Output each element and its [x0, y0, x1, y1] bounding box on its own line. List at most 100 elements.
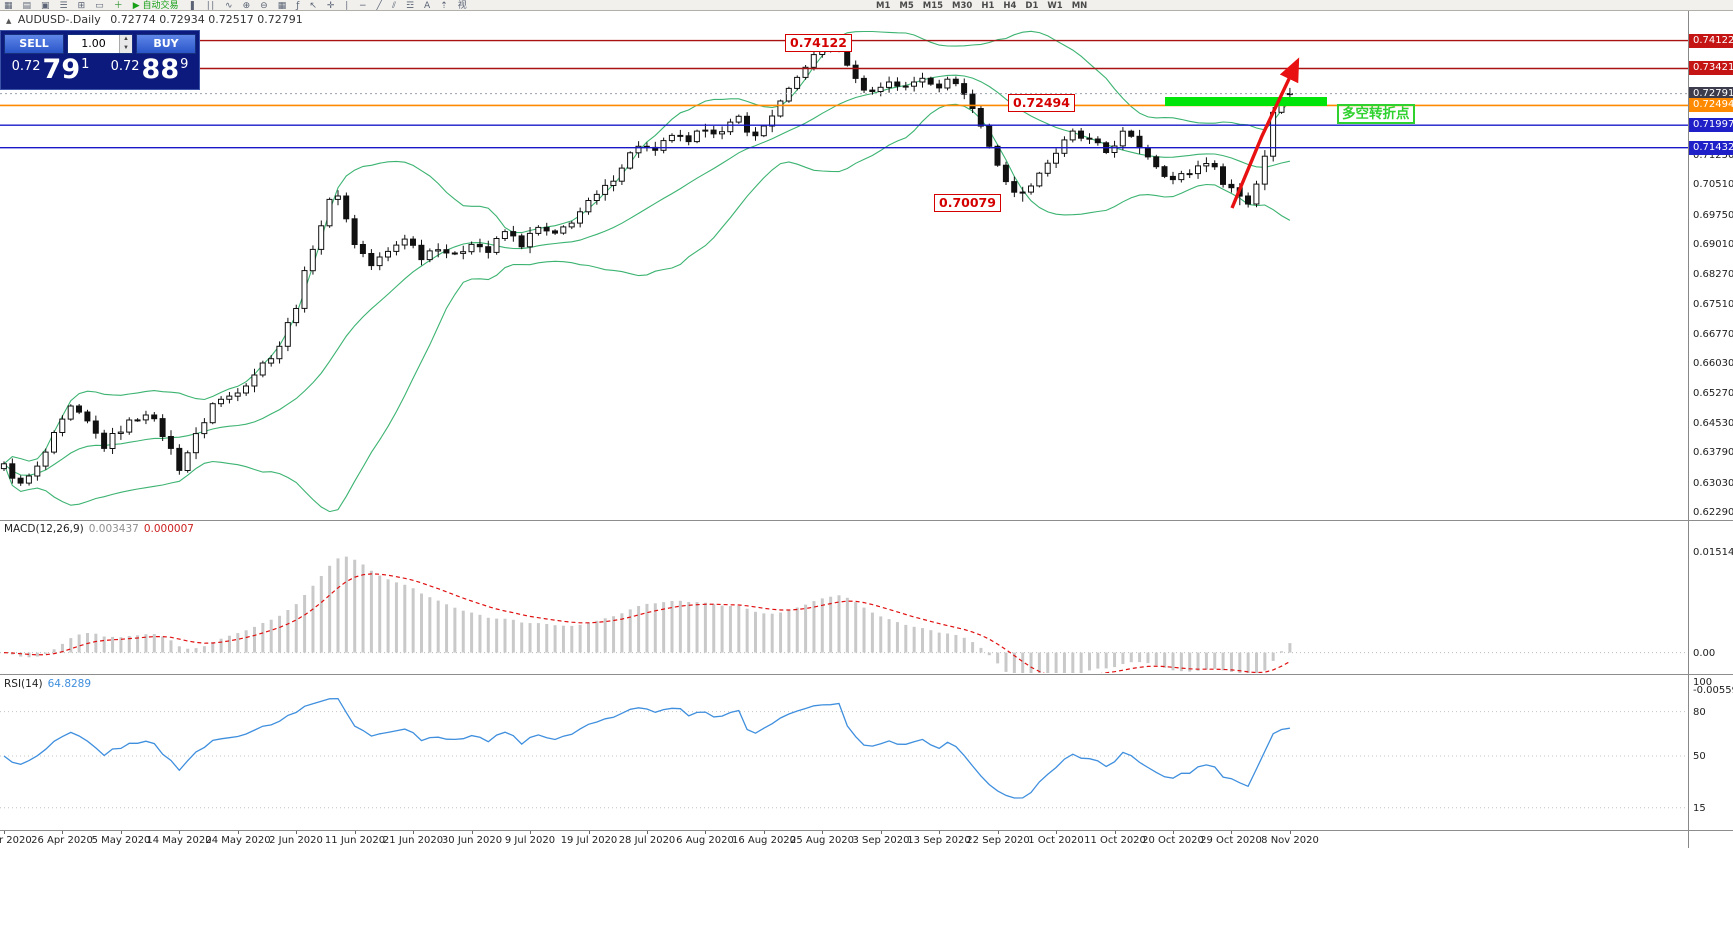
time-tick	[62, 831, 63, 834]
price-scale-label: 0.67510	[1693, 299, 1733, 310]
date-label: 3 Sep 2020	[852, 835, 910, 846]
date-label: 1 Oct 2020	[1028, 835, 1084, 846]
zoom-in-icon[interactable]: ⊕	[242, 1, 251, 11]
timeframe-d1-button[interactable]: D1	[1025, 1, 1039, 11]
macd-main-value: 0.003437	[88, 523, 139, 535]
chart-plot-area[interactable]	[0, 0, 1688, 852]
navigator-icon[interactable]: ⊞	[77, 1, 86, 11]
text-label-icon[interactable]: A	[424, 1, 431, 11]
new-chart-icon[interactable]: ＋	[113, 1, 123, 11]
volume-value[interactable]: 1.00	[81, 37, 106, 50]
date-label: 28 Jul 2020	[618, 835, 676, 846]
timeframe-h1-button[interactable]: H1	[981, 1, 995, 11]
timeframe-m5-button[interactable]: M5	[899, 1, 914, 11]
rsi-scale-label: 15	[1693, 803, 1706, 814]
macd-panel-separator[interactable]	[0, 520, 1733, 521]
symbol-marker-icon: ▲	[6, 17, 12, 25]
terminal-icon[interactable]: ▭	[95, 1, 104, 11]
bollinger-lower	[3, 103, 1291, 513]
rsi-indicator-label: RSI(14) 64.8289	[4, 678, 91, 690]
bar-style-icon[interactable]: ∣∣	[206, 1, 216, 11]
horizontal-line-icon[interactable]: −	[358, 1, 367, 11]
fibonacci-icon[interactable]: ☲	[405, 1, 415, 11]
date-label: 24 May 2020	[205, 835, 271, 846]
view-icon[interactable]: 视	[457, 1, 467, 11]
cursor-icon[interactable]: ↖	[309, 1, 317, 11]
vertical-line-icon[interactable]: ∣	[344, 1, 349, 11]
autotrade-button[interactable]: ▶ 自动交易	[132, 1, 179, 11]
support-zone	[1165, 97, 1327, 106]
buy-price-prefix: 0.72	[110, 59, 140, 74]
macd-scale-label: 0.015142	[1693, 547, 1733, 558]
price-callout-label[interactable]: 0.72494	[1008, 94, 1075, 112]
macd-signal-line	[3, 573, 1291, 673]
sell-button[interactable]: SELL	[4, 34, 64, 54]
price-callout-label[interactable]: 0.74122	[785, 34, 852, 52]
macd-scale-label: -0.005595	[1693, 685, 1733, 696]
date-label: 26 Apr 2020	[31, 835, 93, 846]
time-tick	[355, 831, 356, 834]
price-scale-label: 0.66030	[1693, 358, 1733, 369]
axis-separator	[0, 830, 1733, 831]
time-tick	[647, 831, 648, 834]
macd-panel	[0, 556, 1688, 673]
tile-windows-icon[interactable]: ▦	[277, 1, 287, 11]
price-scale[interactable]: 0.71250 0.70510 0.69750 0.69010 0.68270 0.675…	[1688, 10, 1733, 848]
date-label: 9 Jul 2020	[504, 835, 556, 846]
rsi-panel	[0, 697, 1688, 809]
date-label: 11 Jun 2020	[324, 835, 386, 846]
indicators-icon[interactable]: ƒ	[296, 1, 300, 11]
profiles-icon[interactable]: ▣	[41, 1, 50, 11]
line-style-icon[interactable]: ∿	[225, 1, 233, 11]
time-tick	[1173, 831, 1174, 834]
timeframe-m1-button[interactable]: M1	[876, 1, 891, 11]
rsi-value: 64.8289	[47, 678, 92, 690]
market-watch-icon[interactable]: ☰	[59, 1, 68, 11]
time-tick	[998, 831, 999, 834]
time-tick	[822, 831, 823, 834]
zoom-out-icon[interactable]: ⊖	[260, 1, 268, 11]
trendline-icon[interactable]: ╱	[376, 1, 382, 11]
rsi-name: RSI(14)	[4, 678, 43, 690]
crosshair-icon[interactable]: ✛	[326, 1, 335, 11]
date-label: 11 Oct 2020	[1084, 835, 1146, 846]
price-scale-label: 0.66770	[1693, 329, 1733, 340]
turning-point-label[interactable]: 多空转折点	[1337, 104, 1415, 124]
channel-icon[interactable]: ⫽	[391, 1, 396, 11]
buy-price-display[interactable]: 0.72 88 9	[100, 54, 199, 87]
bollinger-upper	[3, 30, 1291, 465]
time-tick	[530, 831, 531, 834]
volume-increase-button[interactable]: ▲	[120, 35, 132, 44]
volume-input[interactable]: 1.00 ▲ ▼	[67, 34, 133, 54]
price-callout-label[interactable]: 0.70079	[934, 194, 1001, 212]
timeframe-w1-button[interactable]: W1	[1047, 1, 1063, 11]
candles-style-icon[interactable]: ❚	[188, 1, 197, 11]
date-label: 13 Sep 2020	[907, 835, 971, 846]
rsi-panel-separator[interactable]	[0, 674, 1733, 675]
level-lines	[0, 39, 1688, 149]
price-scale-label: 0.63030	[1693, 478, 1733, 489]
sell-price-point: 1	[81, 57, 90, 72]
date-label: 6 Apr 2020	[0, 835, 32, 846]
sell-price-display[interactable]: 0.72 79 1	[1, 54, 100, 87]
timeframe-m30-button[interactable]: M30	[952, 1, 973, 11]
price-scale-label: 0.69750	[1693, 210, 1733, 221]
buy-button[interactable]: BUY	[136, 34, 196, 54]
ohlc-values: 0.72774 0.72934 0.72517 0.72791	[110, 13, 303, 26]
time-tick	[1115, 831, 1116, 834]
price-scale-label: 0.70510	[1693, 179, 1733, 190]
trend-arrow	[1230, 57, 1300, 209]
timeframe-m15-button[interactable]: M15	[922, 1, 944, 11]
volume-decrease-button[interactable]: ▼	[120, 44, 132, 53]
timeframe-h4-button[interactable]: H4	[1003, 1, 1017, 11]
chart-list-icon[interactable]: ▤	[22, 1, 32, 11]
date-label: 29 Oct 2020	[1200, 835, 1262, 846]
new-order-icon[interactable]: ▦	[4, 1, 13, 11]
time-tick	[472, 831, 473, 834]
date-label: 14 May 2020	[146, 835, 212, 846]
time-tick	[4, 831, 5, 834]
arrows-tool-icon[interactable]: ⇡	[440, 1, 448, 11]
timeframe-mn-button[interactable]: MN	[1071, 1, 1088, 11]
rsi-scale-label: 50	[1693, 751, 1706, 762]
